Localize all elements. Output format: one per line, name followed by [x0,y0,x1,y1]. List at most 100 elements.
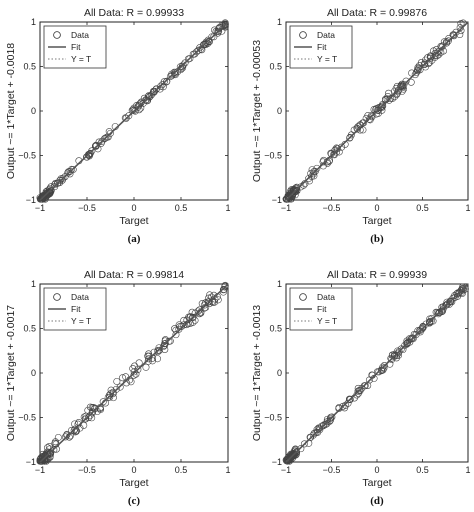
data-point [406,338,414,346]
data-point [45,189,53,197]
data-point [323,420,331,428]
data-point [307,433,315,441]
chart-title: All Data: R = 0.99933 [84,7,184,19]
data-point [66,167,74,175]
data-point [374,107,382,115]
legend: Data Fit Y = T [289,25,353,69]
data-point [414,67,422,75]
data-point [385,89,393,97]
data-point [358,384,366,392]
data-point [47,187,55,195]
x-tick-label: −0.5 [323,465,341,475]
y-tick-label: 1 [277,279,282,289]
data-point [397,345,405,353]
data-point [284,195,292,203]
data-point [107,386,115,394]
legend-label: Fit [317,304,327,314]
data-point [394,86,402,94]
data-point [103,133,111,141]
data-point [144,92,152,100]
data-point [346,396,354,404]
data-point [84,151,92,159]
data-point [154,355,162,363]
data-point [333,148,341,156]
data-point [86,150,94,158]
data-point [113,377,121,385]
data-point [221,283,229,291]
data-point [435,47,443,55]
data-point [308,166,316,174]
y-axis-label: Output ~= 1*Target + -0.0018 [5,43,17,179]
data-point [370,105,378,113]
data-point [385,96,393,104]
data-point [282,456,290,464]
data-point [214,29,222,37]
data-point [399,346,407,354]
legend-label: Data [71,30,89,40]
x-tick-label: 0 [131,203,136,213]
data-point [145,93,153,101]
data-point [355,387,363,395]
y-tick-label: 1 [277,17,282,27]
y-tick-label: 1 [31,279,36,289]
data-point [379,102,387,110]
data-point [208,33,216,41]
panel-caption: (d) [370,495,384,507]
legend: Data Fit Y = T [43,287,107,331]
data-point [451,291,459,299]
legend-label: Fit [71,42,81,52]
data-point [154,348,162,356]
data-point [104,393,112,401]
y-tick-label: 0.5 [269,324,282,334]
chart-title: All Data: R = 0.99876 [327,7,427,19]
data-point [346,133,354,141]
legend-label: Y = T [71,316,91,326]
data-point [360,382,368,390]
data-point [106,129,114,137]
data-point [85,414,93,422]
x-tick-label: 0.5 [175,203,188,213]
data-point [312,429,320,437]
data-point [444,37,452,45]
y-tick-label: −1 [26,457,36,467]
data-point [109,394,117,402]
data-point [221,20,229,28]
data-point [322,420,330,428]
chart-panel-4: −1 −0.5 0 0.5 1 −1 −0.5 0 0.5 1 All Data: R = 0.99… [251,269,471,507]
data-point [416,66,424,74]
data-point [411,71,419,79]
x-axis-label: Target [362,477,391,489]
legend-symbol-data [53,293,61,301]
y-tick-label: 0.5 [23,62,36,72]
y-tick-label: −1 [272,457,282,467]
x-tick-label: 0 [374,465,379,475]
data-point [380,364,388,372]
data-point [172,331,180,339]
x-tick-label: −1 [35,465,45,475]
data-point [200,304,208,312]
data-point [46,188,54,196]
data-point [395,348,403,356]
data-point [157,82,165,90]
data-point [45,188,53,196]
data-point [291,450,299,458]
data-point [443,39,451,47]
data-point [450,31,458,39]
data-point [202,40,210,48]
data-point [134,366,142,374]
x-tick-label: 0.5 [416,203,429,213]
data-point [38,195,46,203]
data-point [407,78,415,86]
data-point [457,27,465,35]
data-point [297,445,305,453]
legend: Data Fit Y = T [289,287,353,331]
panel-caption: (a) [128,233,141,245]
legend-symbol-data [53,31,61,39]
chart-title: All Data: R = 0.99814 [84,269,184,281]
data-point [125,112,133,120]
data-point [435,309,443,317]
data-point [116,383,124,391]
legend: Data Fit Y = T [43,25,107,69]
data-point [441,301,449,309]
data-point [368,113,376,121]
